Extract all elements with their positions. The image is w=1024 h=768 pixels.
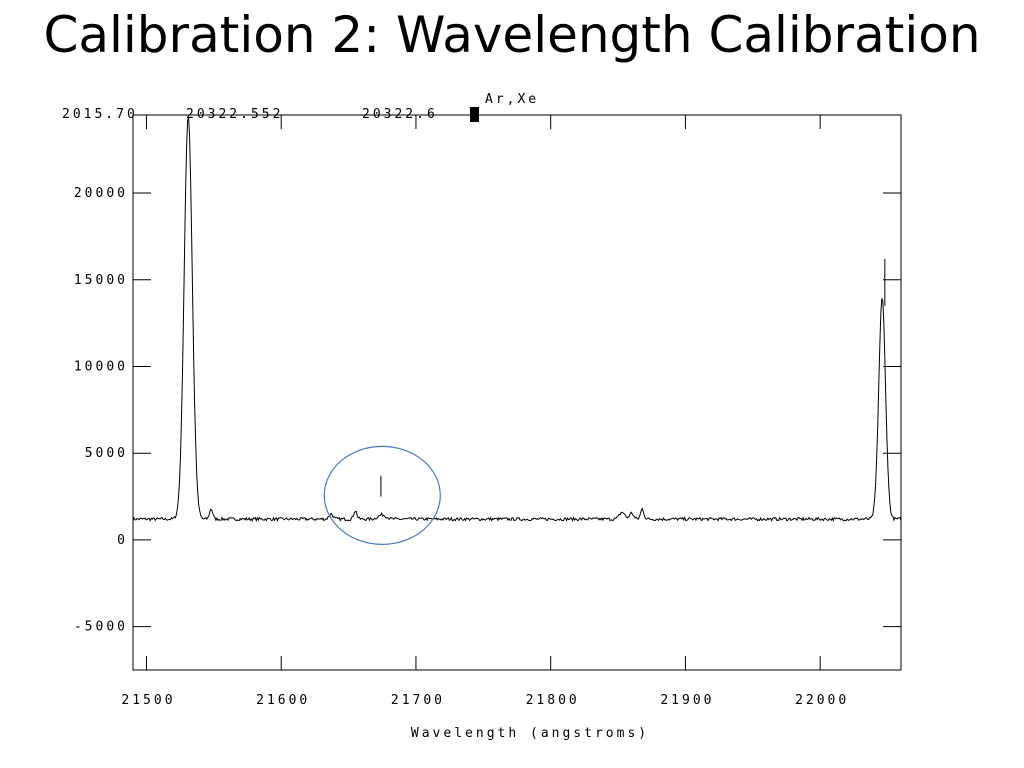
y-tick-label: 15000 (74, 273, 128, 288)
spectrum-line (132, 117, 902, 523)
y-tick-label: -5000 (74, 620, 128, 635)
x-tick-label: 21900 (660, 693, 714, 708)
readout-wavelength: 20322.6 (362, 107, 438, 122)
x-tick-label: 21500 (121, 693, 175, 708)
cursor-marker (470, 107, 479, 122)
y-tick-label: 5000 (85, 446, 128, 461)
annotation-circle (323, 445, 441, 545)
readout-label: Ar,Xe (485, 92, 539, 107)
x-axis-ticks: 21500 21600 21700 21800 21900 22000 (121, 115, 849, 708)
slide-title: Calibration 2: Wavelength Calibration (43, 6, 981, 64)
readout-wavelength-fit: 20322.552 (186, 107, 283, 122)
y-tick-label: 10000 (74, 359, 128, 374)
y-tick-label: 0 (117, 533, 128, 548)
x-tick-label: 21800 (526, 693, 580, 708)
x-tick-label: 21600 (256, 693, 310, 708)
x-axis-label: Wavelength (angstroms) (411, 726, 649, 741)
x-tick-label: 21700 (391, 693, 445, 708)
y-axis-ticks: -5000 0 5000 10000 15000 20000 (74, 186, 901, 635)
x-tick-label: 22000 (795, 693, 849, 708)
y-tick-label: 20000 (74, 186, 128, 201)
readout-intensity: 2015.70 (62, 107, 138, 122)
plot-frame (132, 114, 902, 671)
